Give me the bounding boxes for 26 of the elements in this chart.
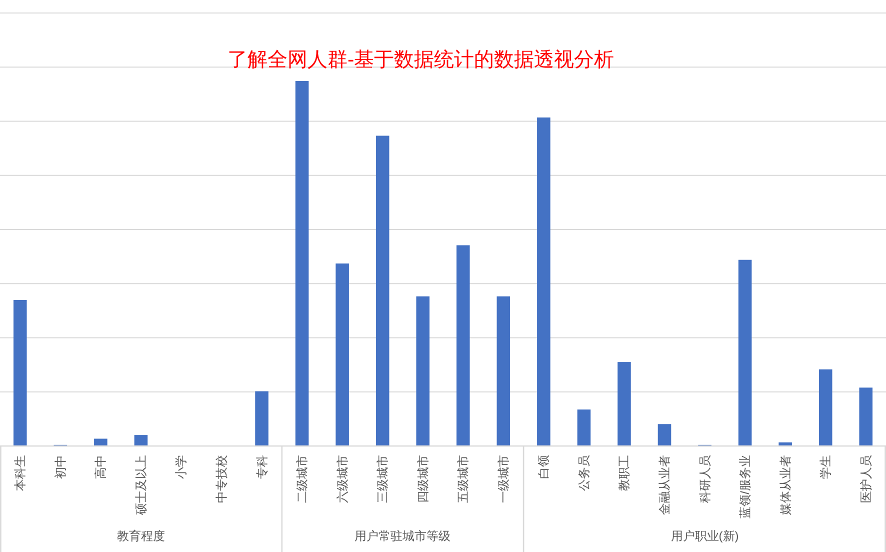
x-tick-label: 教职工 [617, 455, 632, 491]
x-tick-label: 硕士及以上 [134, 455, 148, 516]
x-tick-label: 四级城市 [416, 455, 430, 503]
x-tick-label: 本科生 [13, 455, 28, 491]
x-tick-label: 白领 [536, 455, 551, 479]
x-tick-label: 金融从业者 [658, 455, 672, 515]
x-tick-label: 高中 [94, 455, 108, 479]
text: 用户职业(新) [670, 529, 739, 543]
x-tick-label: 初中 [53, 455, 68, 479]
x-tick-label: 科研人员 [698, 455, 712, 503]
x-tick-label: 媒体从业者 [778, 455, 792, 515]
x-tick-label: 中专技校 [214, 455, 228, 503]
x-tick-label: 六级城市 [335, 455, 350, 503]
x-tick-label: 医护人员 [858, 455, 873, 503]
x-tick-label: 学生 [818, 455, 833, 479]
x-tick-label: 小学 [174, 455, 188, 479]
x-tick-label: 五级城市 [456, 455, 470, 503]
x-tick-label: 三级城市 [376, 455, 390, 503]
x-tick-label: 蓝领/服务业 [738, 455, 752, 518]
text: 用户常驻城市等级 [354, 529, 451, 543]
x-tick-label: 二级城市 [295, 455, 310, 503]
text: 教育程度 [116, 529, 165, 543]
x-tick-label: 公务员 [576, 455, 591, 491]
x-tick-label: 一级城市 [496, 455, 510, 503]
x-tick-label: 专科 [254, 455, 269, 479]
chart-title: 了解全网人群-基于数据统计的数据透视分析 [228, 49, 614, 71]
